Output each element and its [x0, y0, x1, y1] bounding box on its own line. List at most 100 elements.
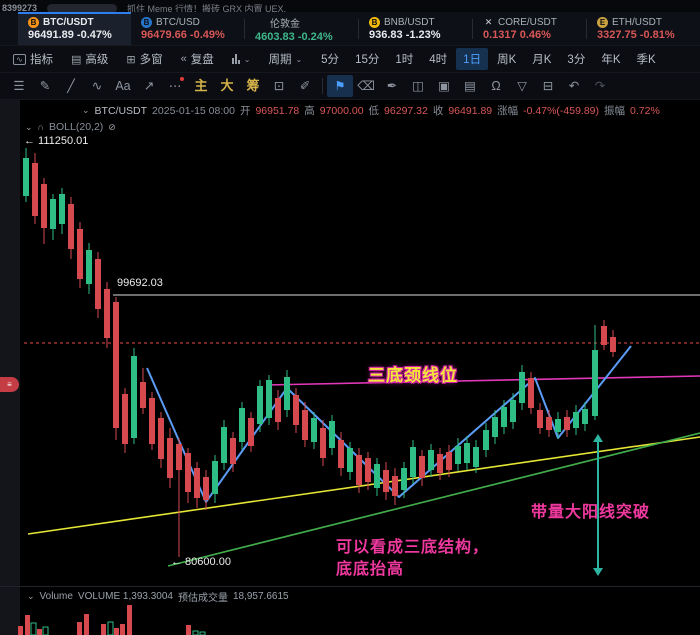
annotation-neckline[interactable]: 三底颈线位 — [368, 366, 458, 385]
period-tab-4时[interactable]: 4时 — [429, 54, 448, 66]
candlestick — [582, 409, 588, 424]
candlestick-chart[interactable] — [0, 100, 700, 587]
compare-tool-icon[interactable]: ◫ — [412, 79, 424, 93]
candlestick — [212, 461, 218, 494]
high-value: 97000.00 — [319, 104, 364, 117]
chevron-down-icon: ⌄ — [243, 54, 251, 64]
ticker-bnb-usdt[interactable]: B BNB/USDT 936.83 -1.23% — [359, 12, 472, 45]
candlestick — [329, 421, 335, 448]
chart-type-selector[interactable]: ⌄ — [223, 46, 260, 72]
高级-icon: ▤ — [71, 53, 82, 66]
candlestick — [284, 377, 290, 410]
collapse-chevron-icon[interactable]: ⌄ — [82, 105, 90, 115]
period-tab-季K[interactable]: 季K — [636, 54, 656, 66]
chip-distribution-icon[interactable]: 筹 — [246, 78, 260, 93]
candlestick — [410, 447, 416, 477]
magnet-tool-icon[interactable]: Ω — [491, 79, 501, 93]
top-pill-button[interactable] — [47, 4, 118, 12]
candlestick — [383, 470, 389, 492]
volume-bar — [30, 622, 37, 635]
bell-icon[interactable]: ∩ — [37, 122, 45, 132]
volume-chart[interactable] — [0, 600, 700, 635]
candlestick — [95, 259, 101, 309]
menu-icon[interactable]: ☰ — [13, 79, 25, 93]
volume-bar — [107, 621, 114, 635]
ticker-core-usdt[interactable]: ✕ CORE/USDT 0.1317 0.46% — [473, 12, 586, 45]
candlestick — [519, 372, 525, 403]
candlestick — [320, 428, 326, 458]
ticker-伦敦金[interactable]: 伦敦金 4603.83 -0.24% — [245, 12, 358, 45]
more-tools-icon[interactable]: ⋯ — [162, 75, 188, 97]
candlestick — [185, 453, 191, 492]
candlestick — [266, 380, 272, 418]
trend-line-icon[interactable]: ╱ — [67, 79, 75, 93]
pane-divider — [0, 586, 700, 587]
left-edge-badge[interactable]: ≡ — [0, 377, 19, 392]
menu-item-label: 高级 — [85, 54, 109, 66]
candlestick — [41, 184, 47, 228]
change-label: 涨幅 — [497, 105, 519, 117]
annotation-breakout[interactable]: 带量大阳线突破 — [531, 504, 651, 521]
period-tab-年K[interactable]: 年K — [601, 54, 621, 66]
menu-item-指标[interactable]: ∿ 指标 — [4, 46, 62, 72]
estimated-volume-value: 18,957.6615 — [232, 591, 289, 602]
delete-drawings-icon[interactable]: ⊟ — [542, 79, 554, 93]
period-selector[interactable]: 周期 ⌄ — [259, 46, 311, 72]
candlestick — [59, 194, 65, 224]
eye-off-icon[interactable]: ⊘ — [108, 121, 116, 132]
annotate-tool-icon[interactable]: ✐ — [299, 79, 311, 93]
period-tab-周K[interactable]: 周K — [497, 54, 517, 66]
ticker-symbol: 伦敦金 — [270, 18, 300, 30]
estimated-volume-label: 预估成交量 — [177, 593, 228, 604]
chart-settings-icon[interactable]: ⊡ — [273, 79, 285, 93]
menu-item-复盘[interactable]: «复盘 — [172, 46, 223, 72]
annotation-structure[interactable]: 可以看成三底结构， 底底抬高 — [336, 537, 489, 581]
period-tab-月K[interactable]: 月K — [532, 54, 552, 66]
collapse-chevron-icon[interactable]: ⌄ — [27, 591, 35, 601]
candlestick — [131, 356, 137, 438]
large-view-icon[interactable]: 大 — [220, 78, 234, 93]
main-indicator-icon[interactable]: 主 — [194, 78, 208, 93]
price-label-neck: 99692.03 — [117, 277, 163, 289]
filter-tool-icon[interactable]: ▽ — [517, 79, 527, 93]
draw-line-icon[interactable]: ✎ — [39, 79, 51, 93]
candlestick — [68, 204, 74, 249]
note-tool-icon[interactable]: ▤ — [464, 79, 476, 93]
trendline-green — [167, 432, 700, 567]
period-tab-1时[interactable]: 1时 — [395, 54, 414, 66]
menu-item-高级[interactable]: ▤ 高级 — [62, 46, 117, 72]
candlestick — [311, 418, 317, 442]
ticker-btc-usd[interactable]: B BTC/USD 96479.66 -0.49% — [131, 12, 244, 45]
volume-bar — [42, 626, 49, 635]
coin-icon: B — [369, 16, 380, 28]
wave-tool-icon[interactable]: ∿ — [91, 79, 103, 93]
ticker-eth-usdt[interactable]: E ETH/USDT 3327.75 -0.81% — [587, 12, 700, 45]
period-tab-3分[interactable]: 3分 — [567, 54, 586, 66]
period-tab-5分[interactable]: 5分 — [321, 54, 340, 66]
text-tool-icon[interactable]: Aa — [115, 79, 131, 93]
bookmark-icon[interactable]: ⚑ — [327, 75, 353, 97]
eraser-tool-icon[interactable]: ⌫ — [357, 79, 375, 93]
change-value: -0.47%(-459.89) — [523, 104, 600, 117]
low-value: 96297.32 — [384, 104, 428, 117]
menu-item-label: 复盘 — [190, 54, 214, 66]
redo-icon[interactable]: ↷ — [594, 79, 606, 93]
period-tab-15分[interactable]: 15分 — [355, 54, 380, 66]
box-tool-icon[interactable]: ▣ — [438, 79, 450, 93]
volume-value: VOLUME 1,393.3004 — [77, 591, 173, 602]
collapse-chevron-icon[interactable]: ⌄ — [25, 121, 33, 132]
price-label-low: ← 80600.00 — [171, 556, 231, 568]
period-tab-1日[interactable]: 1日 — [456, 48, 489, 70]
candlestick — [510, 400, 516, 422]
undo-icon[interactable]: ↶ — [568, 79, 580, 93]
ticker-btc-usdt[interactable]: B BTC/USDT 96491.89 -0.47% — [18, 12, 131, 45]
menu-item-多窗[interactable]: ⊞ 多窗 — [117, 46, 171, 72]
candlestick — [365, 458, 371, 482]
chevron-down-icon: ⌄ — [295, 54, 303, 64]
neckline-magenta — [265, 375, 700, 386]
arrow-tool-icon[interactable]: ↗ — [143, 79, 155, 93]
coin-icon: B — [141, 16, 152, 28]
candlestick — [555, 419, 561, 432]
top-banner-text: 抓住 Meme 行情！搬砖 GRX 内置 UEX. — [127, 3, 287, 13]
signature-tool-icon[interactable]: ✒ — [386, 79, 398, 93]
